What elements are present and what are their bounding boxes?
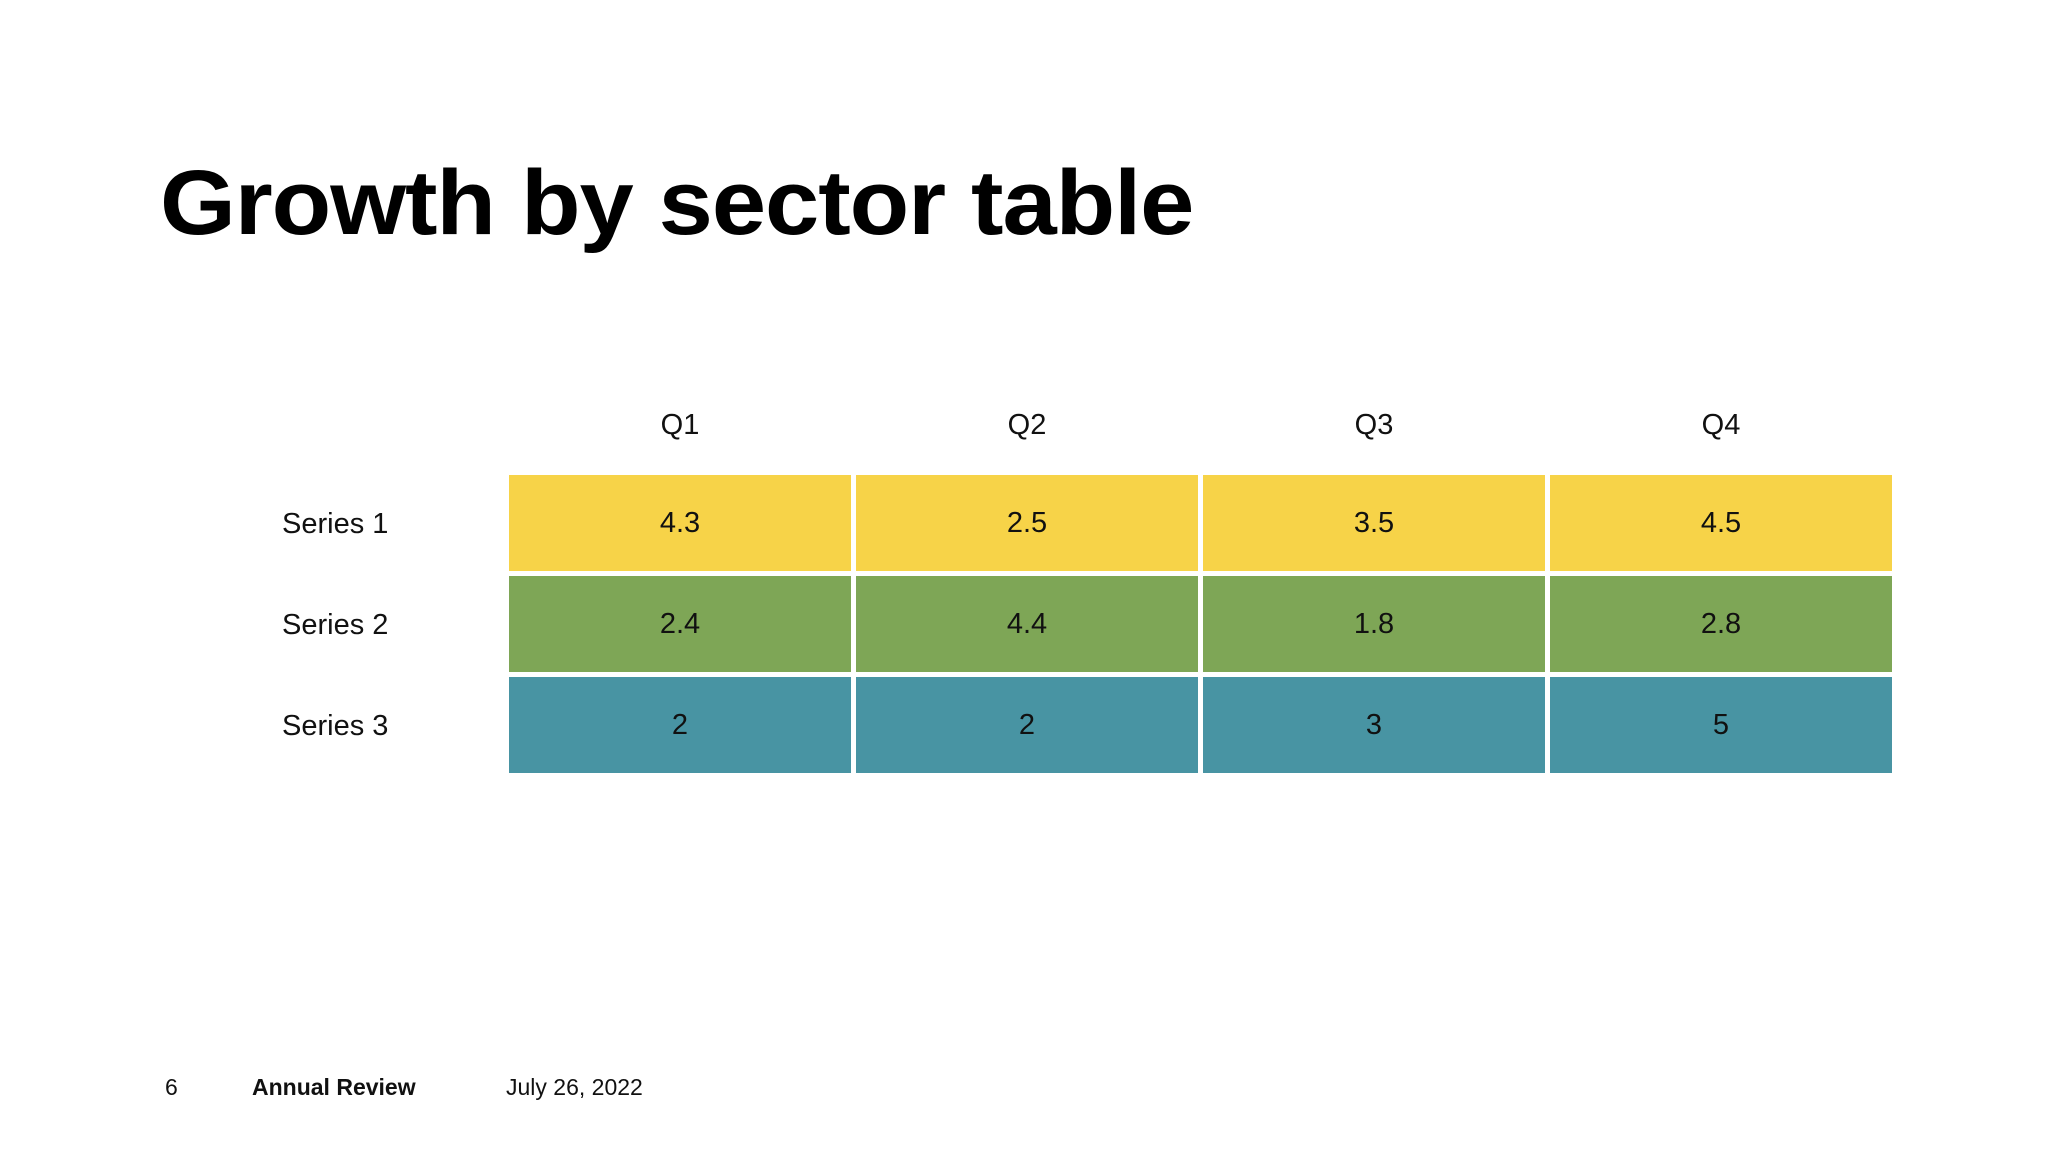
- table-cell: 2.5: [856, 475, 1198, 571]
- table-cell: 2.8: [1550, 576, 1892, 672]
- table-cell: 2: [509, 677, 851, 773]
- footer-presentation-title: Annual Review: [252, 1074, 416, 1100]
- table-cell: 4.5: [1550, 475, 1892, 571]
- table-cell: 3: [1203, 677, 1545, 773]
- sector-table: Q1 Q2 Q3 Q4 Series 1 4.3 2.5 3.5 4.5 Ser…: [282, 375, 1903, 778]
- footer-page-number: 6: [165, 1074, 178, 1100]
- table-row-series-3: Series 3 2 2 3 5: [282, 677, 1903, 773]
- table-header-row: Q1 Q2 Q3 Q4: [509, 375, 1903, 475]
- table-cell: 5: [1550, 677, 1892, 773]
- column-header-q1: Q1: [660, 408, 700, 441]
- table-cell: 2.4: [509, 576, 851, 672]
- table-cell: 4.3: [509, 475, 851, 571]
- slide-title: Growth by sector table: [160, 152, 1194, 254]
- table-row-series-1: Series 1 4.3 2.5 3.5 4.5: [282, 475, 1903, 571]
- footer-date: July 26, 2022: [506, 1074, 643, 1100]
- row-label-series-1: Series 1: [282, 508, 389, 540]
- column-header-q2: Q2: [1007, 408, 1047, 441]
- row-label-series-2: Series 2: [282, 609, 389, 641]
- table-row-series-2: Series 2 2.4 4.4 1.8 2.8: [282, 576, 1903, 672]
- column-header-q3: Q3: [1354, 408, 1394, 441]
- table-cell: 4.4: [856, 576, 1198, 672]
- column-header-q4: Q4: [1701, 408, 1741, 441]
- table-cell: 3.5: [1203, 475, 1545, 571]
- row-label-series-3: Series 3: [282, 710, 389, 742]
- table-cell: 2: [856, 677, 1198, 773]
- table-cell: 1.8: [1203, 576, 1545, 672]
